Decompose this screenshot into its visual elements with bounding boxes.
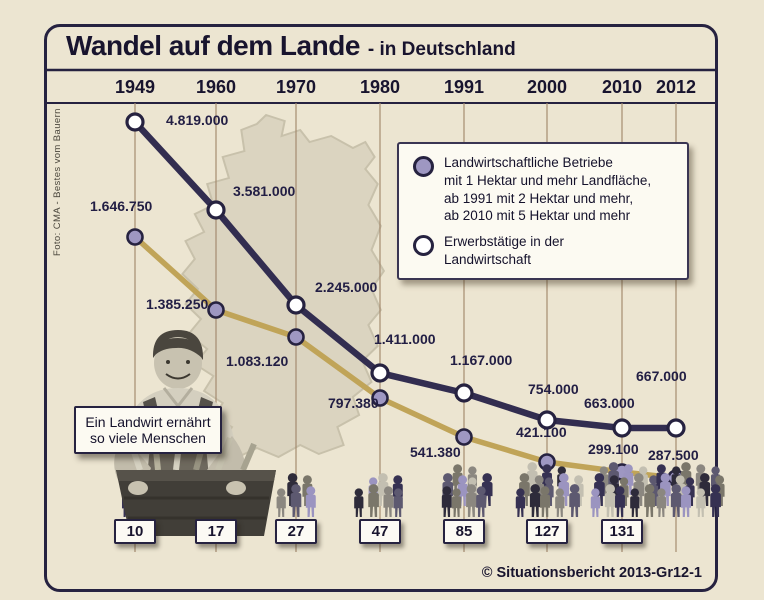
data-point <box>125 112 145 132</box>
people-group <box>441 464 493 517</box>
person-icon <box>441 486 452 517</box>
person-icon <box>276 488 286 517</box>
data-point <box>206 200 226 220</box>
person-icon <box>681 486 691 517</box>
data-point <box>287 328 305 346</box>
people-group <box>354 473 403 517</box>
data-point <box>207 301 225 319</box>
data-point <box>371 389 389 407</box>
person-icon <box>305 486 316 517</box>
data-point <box>455 428 473 446</box>
person-icon <box>354 488 364 517</box>
data-point <box>286 295 306 315</box>
person-icon <box>383 486 394 517</box>
person-icon <box>656 488 667 517</box>
person-icon <box>540 486 550 517</box>
data-point <box>537 410 557 430</box>
person-icon <box>644 484 655 517</box>
data-point <box>454 383 474 403</box>
person-icon <box>590 488 601 517</box>
person-icon <box>630 488 640 517</box>
person-icon <box>466 484 477 517</box>
person-icon <box>529 484 541 517</box>
person-icon <box>569 484 580 517</box>
data-point <box>612 418 632 438</box>
outer-frame <box>44 24 718 592</box>
people-group <box>656 462 725 517</box>
series-line <box>132 234 679 481</box>
person-icon <box>604 484 616 517</box>
data-point <box>370 363 390 383</box>
person-icon <box>451 488 462 517</box>
person-icon <box>555 488 565 517</box>
person-icon <box>476 486 487 517</box>
people-group <box>590 462 659 517</box>
person-icon <box>696 488 706 517</box>
people-group <box>515 462 584 517</box>
person-icon <box>393 488 403 517</box>
person-icon <box>368 484 379 517</box>
data-point <box>126 228 144 246</box>
person-icon <box>710 484 721 517</box>
data-point <box>666 418 686 438</box>
person-icon <box>515 488 526 517</box>
series-line <box>131 118 680 432</box>
person-icon <box>615 486 625 517</box>
